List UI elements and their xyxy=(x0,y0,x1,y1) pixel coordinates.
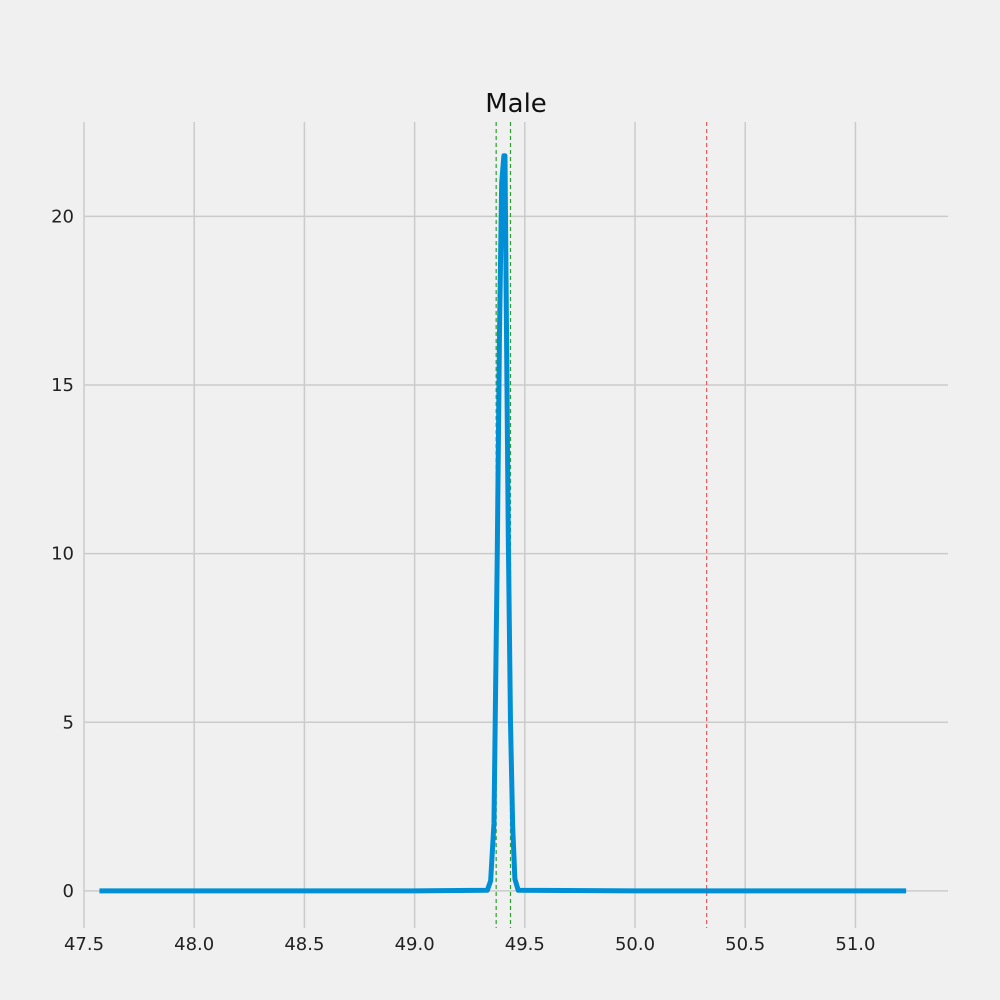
y-tick-label: 5 xyxy=(63,712,74,733)
y-tick-label: 0 xyxy=(63,881,74,902)
x-tick-label: 48.0 xyxy=(174,934,214,955)
chart-title: Male xyxy=(485,89,547,119)
series-group xyxy=(99,153,907,894)
y-tick-label: 10 xyxy=(51,544,74,565)
y-tick-labels: 0 5 10 15 20 xyxy=(51,206,74,901)
y-tick-label: 15 xyxy=(51,375,74,396)
series-line xyxy=(99,153,907,894)
x-tick-label: 47.5 xyxy=(64,934,104,955)
x-tick-label: 49.5 xyxy=(505,934,545,955)
x-tick-label: 50.0 xyxy=(615,934,655,955)
x-tick-label: 50.5 xyxy=(725,934,765,955)
x-tick-label: 51.0 xyxy=(835,934,875,955)
x-tick-labels: 47.5 48.0 48.5 49.0 49.5 50.0 50.5 51.0 xyxy=(64,934,876,955)
x-tick-label: 48.5 xyxy=(284,934,324,955)
y-tick-label: 20 xyxy=(51,206,74,227)
x-tick-label: 49.0 xyxy=(395,934,435,955)
